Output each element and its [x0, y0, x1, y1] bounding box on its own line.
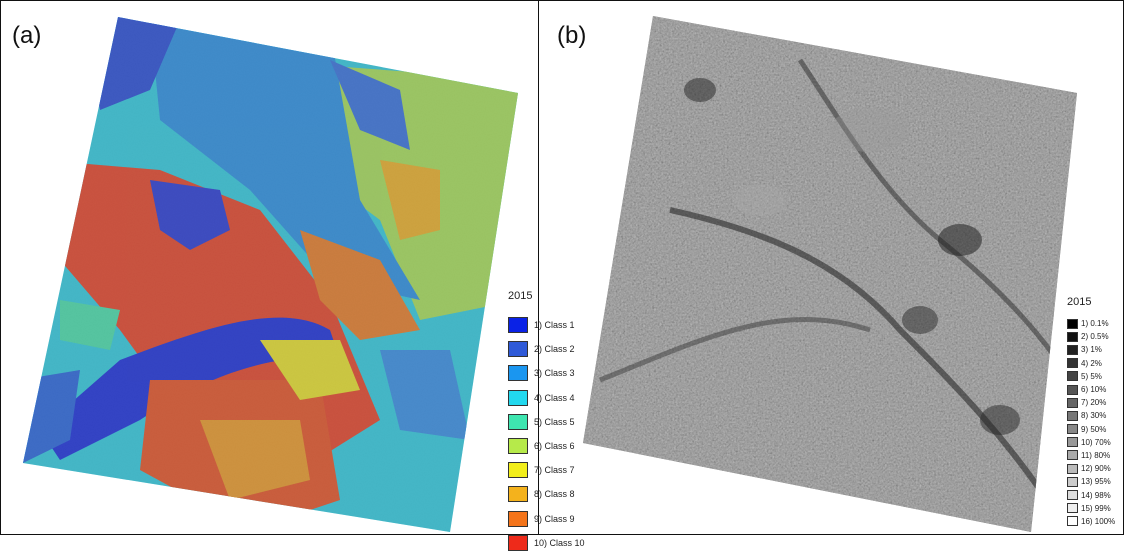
percent-legend-swatch — [1067, 450, 1078, 461]
class-legend-item: 6) Class 6 — [508, 434, 585, 458]
percent-legend-swatch — [1067, 410, 1078, 421]
percent-legend-label: 9) 50% — [1081, 424, 1107, 434]
panel-divider — [538, 0, 539, 535]
class-legend-label: 7) Class 7 — [534, 465, 575, 476]
percent-legend-label: 8) 30% — [1081, 411, 1107, 421]
percent-legend-item: 14) 98% — [1067, 488, 1115, 501]
percent-legend-swatch — [1067, 384, 1078, 395]
percent-legend-label: 1) 0.1% — [1081, 319, 1109, 329]
percent-legend-item: 13) 95% — [1067, 475, 1115, 488]
percent-legend-swatch — [1067, 503, 1078, 514]
class-legend-swatch — [508, 341, 528, 358]
class-legend-label: 4) Class 4 — [534, 392, 575, 403]
class-legend-item: 4) Class 4 — [508, 386, 585, 410]
class-legend-item: 7) Class 7 — [508, 458, 585, 482]
class-legend-label: 9) Class 9 — [534, 513, 575, 524]
class-legend-label: 2) Class 2 — [534, 344, 575, 355]
percent-legend-label: 5) 5% — [1081, 371, 1102, 381]
percent-legend-swatch — [1067, 476, 1078, 487]
percent-legend-label: 16) 100% — [1081, 516, 1116, 526]
legend-a-title: 2015 — [508, 290, 533, 302]
percent-legend-item: 7) 20% — [1067, 396, 1115, 409]
legend-b: 1) 0.1% 2) 0.5% 3) 1% 4) 2% 5) 5% 6) 10% 7) 20… — [1067, 317, 1115, 528]
probability-map — [583, 16, 1077, 532]
percent-legend-item: 8) 30% — [1067, 409, 1115, 422]
percent-legend-swatch — [1067, 490, 1078, 501]
percent-legend-item: 11) 80% — [1067, 449, 1115, 462]
class-legend-swatch — [508, 486, 528, 503]
class-legend-swatch — [508, 462, 528, 479]
class-legend-swatch — [508, 365, 528, 382]
class-legend-item: 5) Class 5 — [508, 410, 585, 434]
percent-legend-label: 13) 95% — [1081, 477, 1111, 487]
percent-legend-swatch — [1067, 437, 1078, 448]
percent-legend-swatch — [1067, 463, 1078, 474]
class-legend-label: 10) Class 10 — [534, 537, 585, 548]
class-legend-label: 6) Class 6 — [534, 441, 575, 452]
percent-legend-swatch — [1067, 344, 1078, 355]
class-legend-item: 8) Class 8 — [508, 482, 585, 506]
class-legend-label: 5) Class 5 — [534, 416, 575, 427]
percent-legend-label: 6) 10% — [1081, 385, 1107, 395]
percent-legend-label: 12) 90% — [1081, 464, 1111, 474]
percent-legend-item: 10) 70% — [1067, 436, 1115, 449]
panel-a-label: (a) — [12, 22, 42, 49]
percent-legend-item: 1) 0.1% — [1067, 317, 1115, 330]
percent-legend-swatch — [1067, 397, 1078, 408]
class-legend-item: 3) Class 3 — [508, 361, 585, 385]
percent-legend-item: 2) 0.5% — [1067, 330, 1115, 343]
class-legend-swatch — [508, 438, 528, 455]
class-legend-item: 1) Class 1 — [508, 313, 585, 337]
panel-b-label: (b) — [557, 22, 587, 49]
percent-legend-label: 2) 0.5% — [1081, 332, 1109, 342]
class-legend-swatch — [508, 534, 528, 551]
class-legend-label: 1) Class 1 — [534, 320, 575, 331]
percent-legend-item: 16) 100% — [1067, 515, 1115, 528]
percent-legend-item: 12) 90% — [1067, 462, 1115, 475]
legend-b-title: 2015 — [1067, 296, 1092, 308]
percent-legend-item: 5) 5% — [1067, 370, 1115, 383]
percent-legend-label: 3) 1% — [1081, 345, 1102, 355]
percent-legend-swatch — [1067, 516, 1078, 527]
percent-legend-label: 15) 99% — [1081, 503, 1111, 513]
class-legend-swatch — [508, 413, 528, 430]
percent-legend-item: 3) 1% — [1067, 343, 1115, 356]
percent-legend-label: 7) 20% — [1081, 398, 1107, 408]
percent-legend-swatch — [1067, 371, 1078, 382]
classification-map — [23, 17, 518, 532]
percent-legend-label: 14) 98% — [1081, 490, 1111, 500]
percent-legend-swatch — [1067, 358, 1078, 369]
class-legend-swatch — [508, 510, 528, 527]
percent-legend-swatch — [1067, 331, 1078, 342]
percent-legend-label: 4) 2% — [1081, 358, 1102, 368]
percent-legend-label: 11) 80% — [1081, 450, 1111, 460]
class-legend-item: 9) Class 9 — [508, 507, 585, 531]
class-legend-swatch — [508, 389, 528, 406]
class-legend-label: 8) Class 8 — [534, 489, 575, 500]
percent-legend-label: 10) 70% — [1081, 437, 1111, 447]
percent-legend-item: 9) 50% — [1067, 423, 1115, 436]
percent-legend-item: 15) 99% — [1067, 502, 1115, 515]
class-legend-item: 2) Class 2 — [508, 337, 585, 361]
class-legend-swatch — [508, 317, 528, 334]
percent-legend-swatch — [1067, 424, 1078, 435]
class-legend-label: 3) Class 3 — [534, 368, 575, 379]
percent-legend-item: 6) 10% — [1067, 383, 1115, 396]
percent-legend-swatch — [1067, 318, 1078, 329]
percent-legend-item: 4) 2% — [1067, 357, 1115, 370]
